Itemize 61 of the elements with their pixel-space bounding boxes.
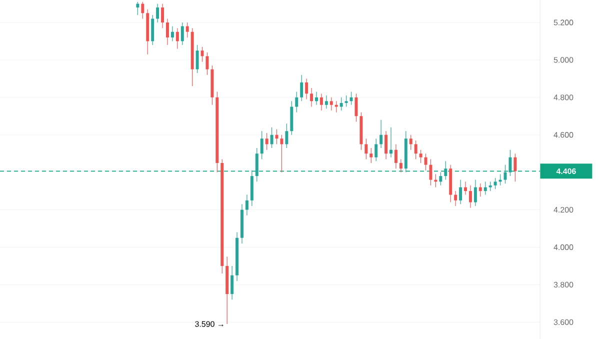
candlestick [330, 97, 333, 111]
candlestick [180, 22, 184, 46]
candlestick [354, 93, 358, 122]
candlestick [320, 93, 323, 111]
candlestick [424, 153, 428, 171]
candlestick [439, 172, 442, 186]
candlestick [444, 160, 448, 180]
candlestick [260, 130, 264, 160]
candlestick [265, 132, 268, 150]
candlestick [374, 138, 378, 162]
candlestick [285, 123, 288, 148]
candlestick [310, 88, 314, 108]
candlestick [334, 100, 338, 113]
candlestick [514, 153, 517, 182]
candlestick [429, 158, 432, 186]
candlestick [399, 158, 402, 173]
candlestick [488, 181, 492, 192]
candlestick [340, 97, 343, 111]
candlestick [206, 52, 209, 76]
candlestick [370, 148, 373, 164]
candlestick [196, 44, 199, 74]
candlestick [419, 150, 422, 164]
candlestick [324, 95, 328, 109]
candlestick [255, 148, 258, 182]
candlestick [484, 181, 487, 196]
candlestick [151, 14, 154, 46]
candlestick [275, 128, 278, 145]
candlestick [136, 2, 140, 16]
candlestick [394, 144, 398, 169]
candlestick [454, 190, 458, 206]
candlestick [384, 130, 388, 160]
candlestick [344, 95, 348, 108]
candlestick [176, 28, 179, 49]
candlestick [141, 2, 144, 20]
candlestick [494, 178, 497, 190]
candlestick [380, 120, 383, 148]
candlestick [364, 138, 368, 160]
candlestick [161, 3, 164, 28]
candlestick [414, 140, 418, 160]
candlestick [170, 26, 174, 42]
candlestick [315, 91, 318, 106]
candlestick [508, 150, 512, 176]
candlestick [305, 78, 308, 100]
candlestick [468, 185, 472, 208]
candlestick [186, 22, 189, 38]
candlestick [504, 164, 507, 184]
candlestick [270, 127, 274, 148]
candlestick [280, 134, 284, 173]
candlestick [464, 181, 467, 196]
candlestick [409, 134, 412, 150]
candlestick [245, 194, 248, 216]
candlestick [474, 180, 477, 206]
candlestick [230, 266, 234, 300]
candlestick [350, 91, 353, 106]
candlestick [295, 91, 298, 113]
candlestick [300, 74, 304, 102]
candlestick [390, 127, 392, 158]
candlestick [459, 180, 462, 204]
candlestick [166, 18, 169, 46]
candlestick [156, 3, 160, 23]
candlestick [478, 183, 482, 197]
